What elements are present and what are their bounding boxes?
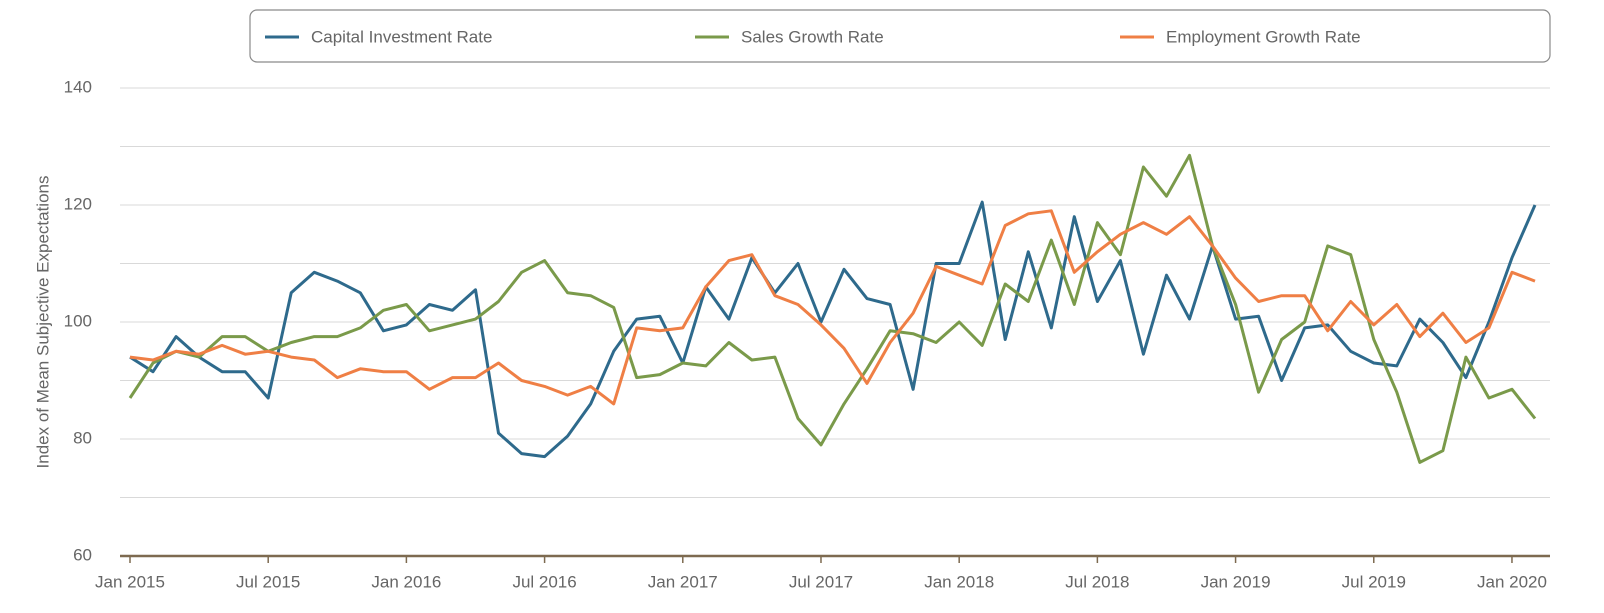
series-line [128,153,1537,464]
legend-label: Capital Investment Rate [311,27,492,46]
x-tick-label: Jan 2015 [95,572,165,591]
x-tick-label: Jul 2019 [1342,572,1406,591]
y-tick-label: 100 [64,311,92,330]
x-tick-label: Jul 2016 [512,572,576,591]
series-line [129,200,1537,459]
y-tick-label: 80 [73,428,92,447]
legend-label: Employment Growth Rate [1166,27,1361,46]
x-tick-label: Jul 2018 [1065,572,1129,591]
y-tick-label: 60 [73,545,92,564]
x-tick-label: Jan 2017 [648,572,718,591]
y-axis-label: Index of Mean Subjective Expectations [33,176,52,469]
legend: Capital Investment Rate Sales Growth Rate… [249,9,1551,63]
legend-label: Sales Growth Rate [741,27,884,46]
y-tick-label: 120 [64,194,92,213]
x-tick-label: Jan 2018 [924,572,994,591]
y-tick-label: 140 [64,77,92,96]
x-tick-label: Jan 2019 [1201,572,1271,591]
x-tick-label: Jan 2020 [1477,572,1547,591]
x-tick-label: Jul 2015 [236,572,300,591]
legend-box [249,9,1551,63]
x-tick-label: Jan 2016 [371,572,441,591]
x-tick-label: Jul 2017 [789,572,853,591]
series-line [129,209,1536,406]
